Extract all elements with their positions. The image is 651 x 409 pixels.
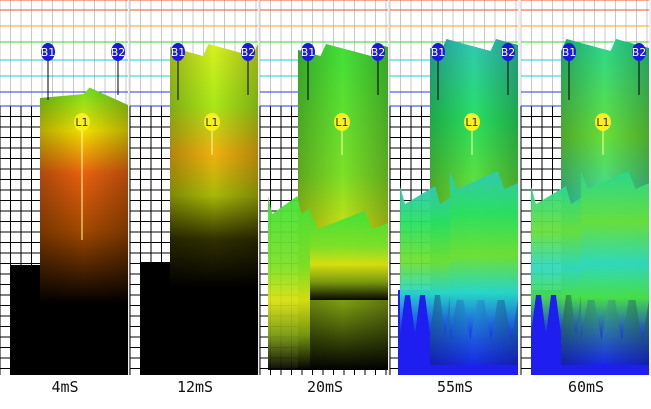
probe-label: L1 xyxy=(465,116,478,129)
field-shading xyxy=(40,87,128,375)
probe-marker-b1 xyxy=(301,43,315,61)
probe-label: B2 xyxy=(632,46,647,59)
probe-marker-b2 xyxy=(241,43,255,61)
field-panel-3: B1 B2 L1 xyxy=(259,0,390,375)
probe-label: B2 xyxy=(111,46,126,59)
probe-marker-b2 xyxy=(371,43,385,61)
field-lobe xyxy=(581,171,649,340)
probe-label: B1 xyxy=(431,46,446,59)
field-lobe xyxy=(310,211,388,300)
probe-label: B1 xyxy=(171,46,186,59)
probe-marker-b2 xyxy=(111,43,125,61)
probe-label: B2 xyxy=(371,46,386,59)
probe-marker-l1 xyxy=(595,113,611,131)
probe-marker-l1 xyxy=(74,113,90,131)
field-floor xyxy=(10,265,40,375)
probe-label: B2 xyxy=(241,46,256,59)
time-label-12ms: 12mS xyxy=(176,378,214,396)
probe-label: B1 xyxy=(41,46,56,59)
field-panel-1: B1 B2 L1 xyxy=(0,0,130,375)
probe-marker-b2 xyxy=(501,43,515,61)
probe-label: B1 xyxy=(562,46,577,59)
field-panel-2: B1 B2 L1 xyxy=(129,0,260,375)
field-panel-4: B1 B2 L1 xyxy=(389,0,520,375)
probe-marker-l1 xyxy=(334,113,350,131)
field-lobe xyxy=(450,171,518,340)
time-label-55ms: 55mS xyxy=(436,378,474,396)
time-label-20ms: 20mS xyxy=(306,378,344,396)
field-lobe xyxy=(531,186,581,335)
probe-marker-b1 xyxy=(562,43,576,61)
probe-label: L1 xyxy=(205,116,218,129)
time-label-4ms: 4mS xyxy=(51,378,79,396)
probe-label: L1 xyxy=(75,116,88,129)
probe-label: L1 xyxy=(596,116,609,129)
field-floor xyxy=(140,262,170,375)
probe-label: B1 xyxy=(301,46,316,59)
probe-marker-b1 xyxy=(171,43,185,61)
probe-marker-l1 xyxy=(464,113,480,131)
probe-label: B2 xyxy=(501,46,516,59)
probe-label: L1 xyxy=(335,116,348,129)
probe-marker-l1 xyxy=(204,113,220,131)
field-shading xyxy=(298,44,388,370)
field-lobe xyxy=(268,196,310,370)
field-shading xyxy=(170,44,258,288)
field-panel-5: B1 B2 L1 xyxy=(520,0,651,375)
probe-marker-b1 xyxy=(431,43,445,61)
probe-marker-b2 xyxy=(632,43,646,61)
field-lobe xyxy=(400,186,450,335)
probe-marker-b1 xyxy=(41,43,55,61)
time-label-60ms: 60mS xyxy=(567,378,605,396)
